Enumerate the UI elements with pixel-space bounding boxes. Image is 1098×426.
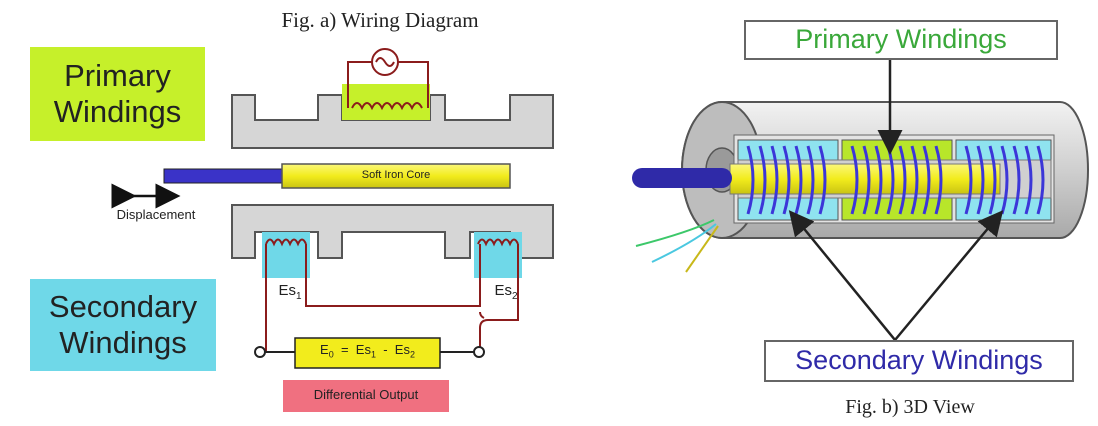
soft-iron-core (281, 163, 511, 189)
primary-label-line2: Windings (53, 94, 182, 129)
winding-arcs (746, 145, 1045, 215)
primary-windings-3d-label: Primary Windings (744, 20, 1058, 60)
ac-source-wire (347, 61, 429, 108)
output-terminal-left (254, 346, 266, 358)
formula-e0-sub: 0 (328, 349, 334, 360)
rod-3d (632, 168, 732, 188)
formula-text: E0 = Es1 - Es2 (295, 342, 440, 360)
primary-windings-label: Primary Windings (30, 47, 205, 141)
secondary-label-line1: Secondary (48, 289, 198, 325)
es1-label: Es1 (270, 282, 310, 303)
formula-minus: - (383, 342, 388, 357)
fig-a-caption: Fig. a) Wiring Diagram (281, 8, 479, 32)
formula-eq: = (340, 342, 349, 357)
secondary-coil-2-windings (477, 238, 519, 247)
primary-coil-block (342, 84, 430, 120)
formula-term1: Es (355, 342, 371, 357)
formula-term2: Es (394, 342, 410, 357)
secondary-windings-3d-text: Secondary Windings (795, 345, 1043, 376)
es1-sub: 1 (295, 291, 302, 302)
formula-e0: E (320, 342, 329, 357)
secondary-pointer-right (894, 210, 1004, 341)
lead-wires (635, 219, 719, 273)
es2-label: Es2 (486, 282, 526, 303)
rod (163, 168, 283, 184)
core-3d (729, 163, 1001, 195)
lower-housing (231, 204, 554, 259)
es2-sub: 2 (511, 291, 518, 302)
es2-text: Es (494, 282, 512, 299)
differential-output-box (283, 380, 449, 412)
primary-label-line1: Primary (64, 58, 171, 94)
secondary-wiring-2 (265, 290, 485, 352)
formula-box (294, 337, 441, 369)
differential-output-label: Differential Output (313, 387, 419, 402)
primary-coil-windings (351, 102, 423, 111)
displacement-label: Displacement (116, 207, 196, 222)
secondary-pointer-left (788, 210, 896, 341)
fig-b-caption: Fig. b) 3D View (845, 396, 975, 418)
secondary-windings-3d-label: Secondary Windings (764, 340, 1074, 382)
core-label: Soft Iron Core (361, 169, 431, 181)
formula-term1-sub: 1 (370, 349, 376, 360)
secondary-windings-label: Secondary Windings (30, 279, 216, 371)
secondary-label-line2: Windings (59, 325, 187, 360)
es1-text: Es (278, 282, 296, 299)
primary-windings-3d-text: Primary Windings (795, 24, 1007, 55)
secondary-coil-1-windings (265, 238, 307, 247)
sine-icon (375, 57, 395, 67)
output-terminal-right (473, 346, 485, 358)
formula-term2-sub: 2 (409, 349, 415, 360)
